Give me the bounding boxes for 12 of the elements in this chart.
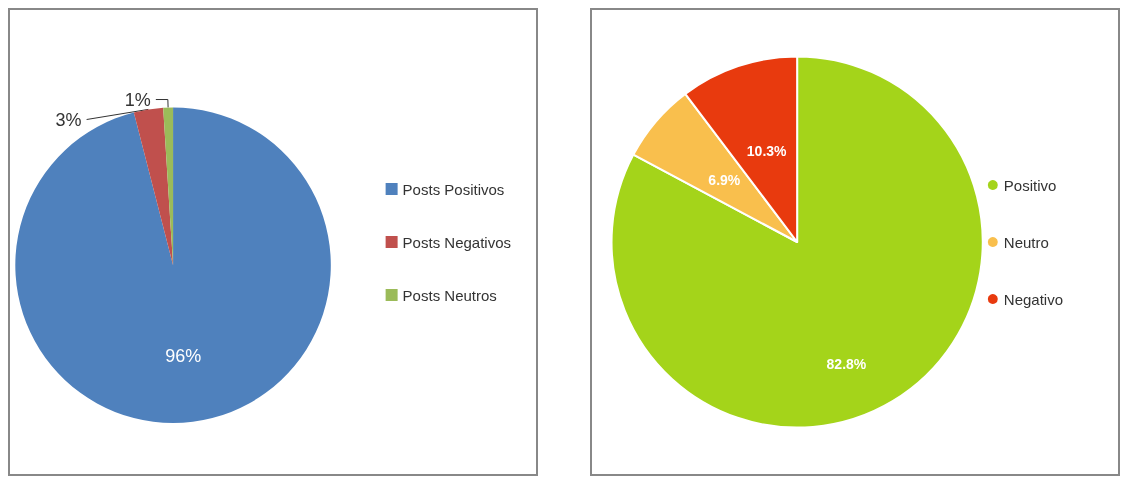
legend-label: Posts Neutros bbox=[402, 286, 497, 304]
data-label: 3% bbox=[55, 109, 82, 130]
legend-label: Negativo bbox=[1003, 290, 1063, 308]
data-label: 82.8% bbox=[826, 356, 867, 373]
data-label: 1% bbox=[124, 89, 151, 110]
legend-label: Positivo bbox=[1003, 176, 1057, 194]
legend-label: Neutro bbox=[1003, 233, 1049, 251]
legend-label: Posts Positivos bbox=[402, 180, 505, 198]
data-label: 6.9% bbox=[708, 171, 741, 188]
data-label: 96% bbox=[165, 346, 202, 367]
data-label: 10.3% bbox=[746, 143, 788, 160]
legend-label: Posts Negativos bbox=[402, 233, 512, 251]
